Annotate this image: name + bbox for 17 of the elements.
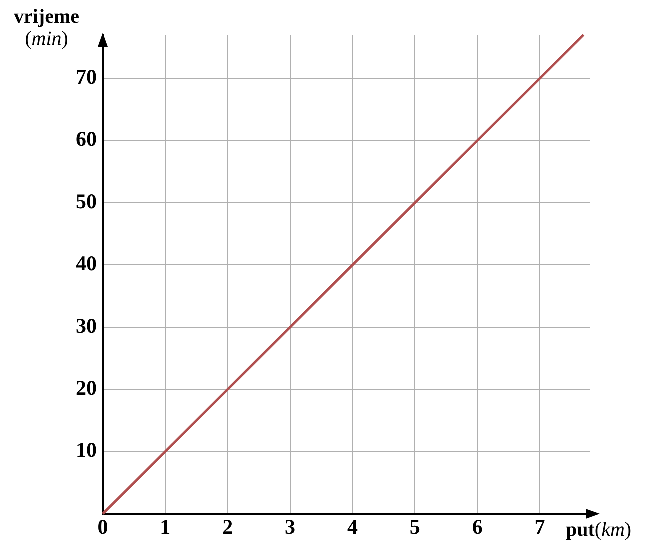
x-tick-label: 2	[222, 515, 234, 540]
x-tick-label: 5	[410, 515, 420, 540]
y-tick-label: 50	[76, 189, 97, 214]
y-axis-title: vrijeme (min)	[14, 6, 80, 50]
x-axis-title: put(km)	[566, 519, 632, 542]
x-tick-label: 6	[472, 515, 483, 540]
x-tick-label: 4	[347, 515, 358, 540]
y-tick-label: 10	[76, 438, 97, 462]
x-tick-label: 1	[160, 515, 171, 540]
y-tick-label: 30	[76, 314, 97, 338]
y-tick-label: 70	[76, 64, 97, 89]
x-tick-label: 7	[534, 515, 546, 540]
x-tick-label: 0	[98, 515, 108, 540]
y-tick-label: 40	[76, 252, 97, 276]
y-tick-label: 60	[76, 127, 97, 152]
y-tick-label: 20	[76, 376, 97, 400]
x-tick-label: 3	[285, 515, 296, 540]
